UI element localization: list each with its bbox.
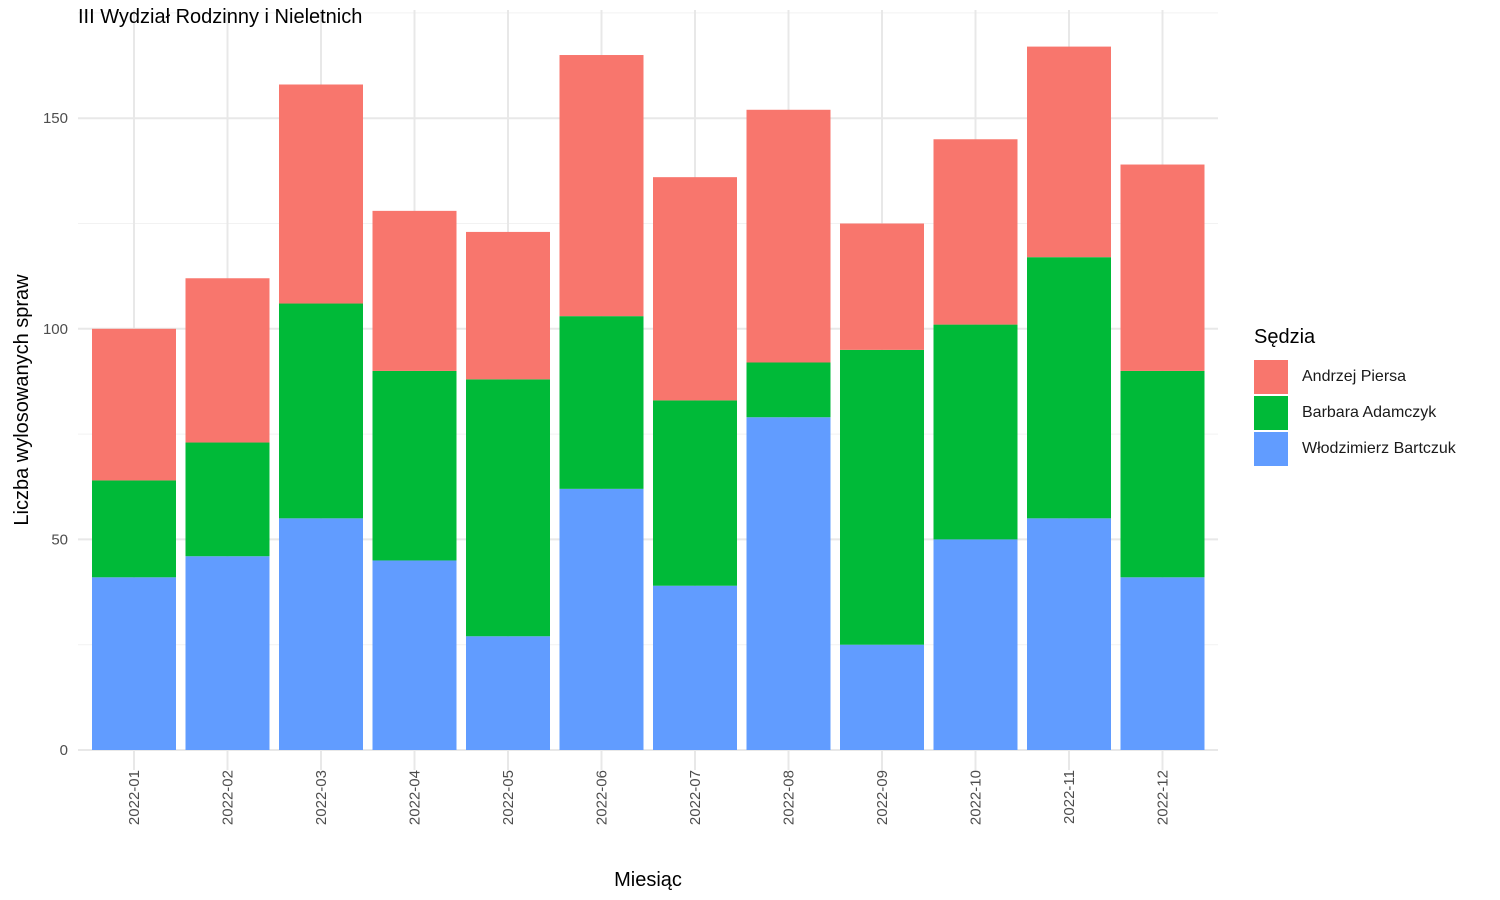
legend-label: Barbara Adamczyk — [1302, 404, 1437, 421]
bar-2022-01-andrzej-piersa — [92, 328, 176, 481]
bar-2022-10-andrzej-piersa — [933, 139, 1018, 325]
bar-2022-03-andrzej-piersa — [279, 84, 363, 304]
x-axis-ticks: 2022-01 2022-02 2022-03 2022-04 2022-05 2022-… — [126, 770, 1172, 825]
legend-item: Barbara Adamczyk — [1254, 395, 1456, 431]
legend-label: Włodzimierz Bartczuk — [1302, 440, 1456, 457]
x-tick-label: 2022-05 — [500, 770, 517, 825]
bar-2022-09-włodzimierz-bartczuk — [840, 644, 924, 750]
bar-2022-12-barbara-adamczyk — [1120, 370, 1205, 578]
bar-2022-06-barbara-adamczyk — [559, 316, 644, 489]
x-tick-label: 2022-12 — [1155, 770, 1172, 825]
x-tick-label: 2022-06 — [594, 770, 611, 825]
legend: Sędzia Andrzej Piersa Barbara Adamczyk Wło… — [1254, 326, 1456, 467]
x-tick-label: 2022-11 — [1061, 770, 1078, 824]
bar-2022-02-włodzimierz-bartczuk — [185, 556, 270, 750]
y-tick-label: 150 — [43, 110, 68, 127]
bar-2022-03-włodzimierz-bartczuk — [279, 518, 363, 750]
bars — [92, 46, 1205, 750]
bar-2022-08-włodzimierz-bartczuk — [746, 417, 831, 750]
x-tick-label: 2022-10 — [968, 770, 985, 825]
bar-2022-09-barbara-adamczyk — [840, 349, 924, 645]
bar-2022-01-barbara-adamczyk — [92, 480, 176, 578]
bar-2022-03-barbara-adamczyk — [279, 303, 363, 519]
bar-2022-09-andrzej-piersa — [840, 223, 924, 350]
x-tick-label: 2022-07 — [687, 770, 704, 825]
legend-item: Włodzimierz Bartczuk — [1254, 431, 1456, 467]
legend-swatch — [1254, 396, 1288, 430]
bar-2022-05-włodzimierz-bartczuk — [466, 636, 550, 750]
y-tick-label: 0 — [60, 742, 68, 759]
x-tick-label: 2022-01 — [126, 770, 143, 825]
bar-2022-12-andrzej-piersa — [1120, 164, 1205, 371]
bar-2022-05-andrzej-piersa — [466, 231, 550, 380]
bar-2022-11-andrzej-piersa — [1027, 46, 1111, 258]
bar-2022-08-barbara-adamczyk — [746, 362, 831, 418]
y-tick-label: 100 — [43, 321, 68, 338]
bar-2022-06-włodzimierz-bartczuk — [559, 488, 644, 750]
bar-2022-01-włodzimierz-bartczuk — [92, 577, 176, 750]
bar-2022-04-barbara-adamczyk — [372, 370, 457, 561]
bar-2022-07-włodzimierz-bartczuk — [653, 585, 737, 750]
legend-label: Andrzej Piersa — [1302, 368, 1407, 385]
chart-title: III Wydział Rodzinny i Nieletnich — [78, 6, 363, 28]
x-tick-label: 2022-04 — [407, 770, 424, 825]
x-tick-label: 2022-02 — [220, 770, 237, 825]
bar-2022-04-andrzej-piersa — [372, 210, 457, 371]
bar-2022-02-barbara-adamczyk — [185, 442, 270, 557]
legend-swatch — [1254, 432, 1288, 466]
bar-2022-12-włodzimierz-bartczuk — [1120, 577, 1205, 750]
y-axis-ticks: 0 50 100 150 — [43, 110, 68, 759]
x-tick-label: 2022-03 — [313, 770, 330, 825]
bar-2022-10-barbara-adamczyk — [933, 324, 1018, 540]
legend-title: Sędzia — [1254, 326, 1316, 348]
bar-2022-05-barbara-adamczyk — [466, 379, 550, 637]
bar-2022-04-włodzimierz-bartczuk — [372, 560, 457, 750]
bar-2022-02-andrzej-piersa — [185, 278, 270, 443]
legend-swatch — [1254, 360, 1288, 394]
bar-2022-11-włodzimierz-bartczuk — [1027, 518, 1111, 750]
bar-2022-11-barbara-adamczyk — [1027, 257, 1111, 519]
x-tick-label: 2022-08 — [781, 770, 798, 825]
bar-2022-07-andrzej-piersa — [653, 177, 737, 401]
y-tick-label: 50 — [51, 531, 68, 548]
legend-items: Andrzej Piersa Barbara Adamczyk Włodzimier… — [1254, 359, 1456, 467]
legend-item: Andrzej Piersa — [1254, 359, 1456, 395]
bar-2022-07-barbara-adamczyk — [653, 400, 737, 586]
x-tick-label: 2022-09 — [874, 770, 891, 825]
bar-2022-06-andrzej-piersa — [559, 55, 644, 317]
y-axis-label: Liczba wylosowanych spraw — [11, 274, 33, 526]
bar-2022-10-włodzimierz-bartczuk — [933, 539, 1018, 750]
bar-2022-08-andrzej-piersa — [746, 109, 831, 363]
x-axis-label: Miesiąc — [614, 869, 682, 891]
